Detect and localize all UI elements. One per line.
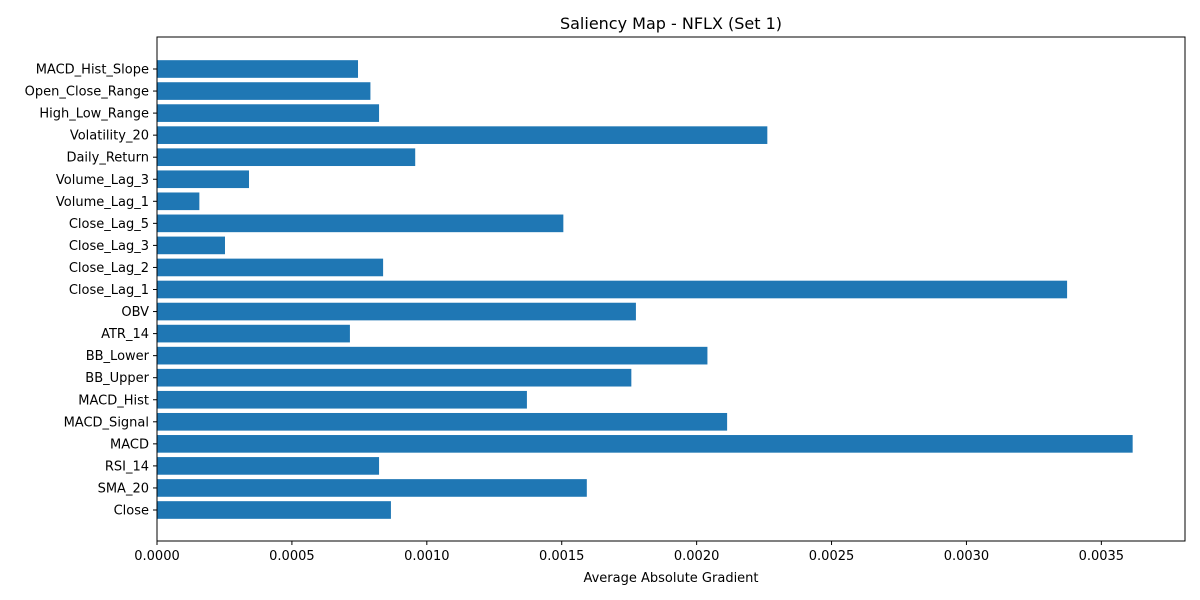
x-tick-label: 0.0000 <box>134 549 180 564</box>
bar-volatility-20 <box>157 126 768 144</box>
y-tick-label: ATR_14 <box>101 327 149 342</box>
bar-macd-signal <box>157 412 728 431</box>
bar-close-lag-2 <box>157 258 384 277</box>
x-tick-label: 0.0025 <box>809 549 855 564</box>
y-axis-ticks: Close SMA_20 RSI_14 MACD MACD_Signal MACD_His… <box>25 63 157 519</box>
bar-bb-upper <box>157 368 632 387</box>
chart-title: Saliency Map - NFLX (Set 1) <box>560 14 782 33</box>
bar-high-low-range <box>157 104 380 122</box>
x-tick-label: 0.0035 <box>1079 549 1125 564</box>
y-tick-label: High_Low_Range <box>39 107 149 122</box>
bar-close <box>157 501 391 519</box>
bar-open-close-range <box>157 82 371 100</box>
x-tick-label: 0.0020 <box>674 549 720 564</box>
y-tick-label: SMA_20 <box>98 481 149 496</box>
x-tick-label: 0.0030 <box>944 549 990 564</box>
bar-atr-14 <box>157 324 350 343</box>
y-tick-label: Close_Lag_2 <box>69 261 149 276</box>
x-tick-label: 0.0010 <box>404 549 450 564</box>
bar-close-lag-1 <box>157 280 1068 299</box>
bar-sma-20 <box>157 479 587 497</box>
y-tick-label: Open_Close_Range <box>25 85 149 100</box>
bars-group <box>157 60 1133 519</box>
bar-rsi-14 <box>157 457 380 475</box>
y-tick-label: Volume_Lag_1 <box>56 195 149 210</box>
y-tick-label: MACD <box>110 437 149 452</box>
y-tick-label: Close_Lag_1 <box>69 283 149 298</box>
bar-daily-return <box>157 148 416 167</box>
x-tick-label: 0.0005 <box>269 549 315 564</box>
bar-macd-hist-slope <box>157 60 359 78</box>
y-tick-label: MACD_Hist <box>78 393 149 408</box>
bar-close-lag-5 <box>157 214 564 233</box>
y-tick-label: MACD_Hist_Slope <box>36 63 149 78</box>
y-tick-label: Close <box>114 504 149 519</box>
bar-volume-lag-3 <box>157 170 250 189</box>
y-tick-label: OBV <box>121 305 149 320</box>
y-tick-label: Close_Lag_3 <box>69 239 149 254</box>
y-tick-label: RSI_14 <box>105 459 149 474</box>
bar-obv <box>157 302 636 321</box>
bar-volume-lag-1 <box>157 192 200 211</box>
y-tick-label: BB_Lower <box>86 349 150 364</box>
x-axis-ticks: 0.0000 0.0005 0.0010 0.0015 0.0020 0.0025 0.00… <box>134 541 1124 564</box>
y-tick-label: BB_Upper <box>85 371 149 386</box>
y-tick-label: Volatility_20 <box>70 129 149 144</box>
bar-macd-hist <box>157 390 527 409</box>
y-tick-label: Close_Lag_5 <box>69 217 149 232</box>
x-axis-label: Average Absolute Gradient <box>583 571 758 586</box>
bar-macd <box>157 435 1133 453</box>
y-tick-label: Daily_Return <box>66 151 149 166</box>
bar-bb-lower <box>157 346 708 365</box>
y-tick-label: MACD_Signal <box>64 415 149 430</box>
x-tick-label: 0.0015 <box>539 549 585 564</box>
plot-frame <box>156 36 1186 542</box>
bar-close-lag-3 <box>157 236 225 255</box>
y-tick-label: Volume_Lag_3 <box>56 173 149 188</box>
